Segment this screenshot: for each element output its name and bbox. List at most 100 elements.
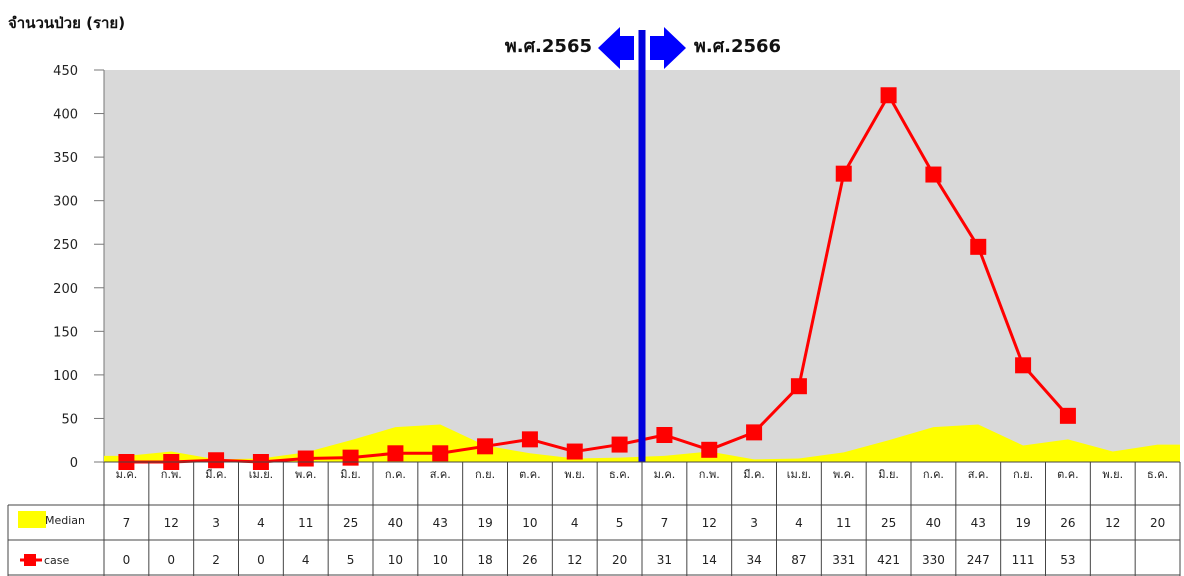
case-value-15: 87 — [791, 553, 806, 567]
median-value-3: 4 — [257, 516, 265, 530]
y-tick-50: 50 — [61, 412, 78, 427]
case-marker-21 — [1059, 407, 1076, 424]
case-marker-2 — [208, 452, 225, 469]
case-series — [118, 87, 1076, 470]
median-value-14: 3 — [750, 516, 758, 530]
case-marker-6 — [387, 445, 404, 462]
median-area — [104, 424, 1180, 462]
case-value-12: 31 — [657, 553, 672, 567]
year-divider: พ.ศ.2565 พ.ศ.2566 — [505, 27, 781, 462]
case-line — [126, 93, 1070, 464]
case-marker-7 — [432, 445, 449, 462]
category-label-9: ต.ค. — [519, 468, 541, 481]
category-label-8: ก.ย. — [475, 468, 495, 481]
case-value-20: 111 — [1012, 553, 1035, 567]
median-value-9: 10 — [522, 516, 537, 530]
category-label-4: พ.ค. — [295, 468, 317, 481]
case-value-6: 10 — [388, 553, 403, 567]
category-label-19: ส.ค. — [968, 468, 989, 481]
category-label-12: ม.ค. — [654, 468, 676, 481]
y-axis-ticks: 0 50 100 150 200 250 300 350 400 450 — [53, 64, 105, 471]
case-marker-4 — [297, 450, 314, 467]
median-value-12: 7 — [661, 516, 669, 530]
category-label-16: พ.ค. — [833, 468, 855, 481]
median-value-4: 11 — [298, 516, 313, 530]
case-value-9: 26 — [522, 553, 537, 567]
median-value-0: 7 — [123, 516, 131, 530]
median-value-13: 12 — [702, 516, 717, 530]
case-value-4: 4 — [302, 553, 310, 567]
case-value-16: 331 — [832, 553, 855, 567]
case-marker-5 — [342, 449, 359, 466]
median-legend-swatch — [18, 511, 46, 528]
category-label-0: ม.ค. — [116, 468, 138, 481]
case-legend-marker — [24, 554, 36, 566]
case-row: case — [20, 554, 70, 567]
y-tick-0: 0 — [70, 456, 78, 471]
category-label-23: ธ.ค. — [1147, 468, 1168, 481]
case-value-0: 0 — [123, 553, 131, 567]
category-label-7: ส.ค. — [430, 468, 451, 481]
case-value-5: 5 — [347, 553, 355, 567]
median-value-8: 19 — [477, 516, 492, 530]
category-labels: ม.ค. ก.พ. มี.ค. เม.ย. พ.ค. มิ.ย. ก.ค. ส.ค. ก.ย. ต… — [116, 468, 1169, 481]
category-label-14: มี.ค. — [743, 468, 765, 481]
median-series — [104, 424, 1180, 462]
y-tick-150: 150 — [53, 325, 78, 340]
category-label-1: ก.พ. — [161, 468, 182, 481]
case-marker-10 — [566, 443, 583, 460]
case-value-10: 12 — [567, 553, 582, 567]
median-value-7: 43 — [433, 516, 448, 530]
case-value-19: 247 — [967, 553, 990, 567]
median-value-18: 40 — [926, 516, 941, 530]
median-value-19: 43 — [971, 516, 986, 530]
case-value-8: 18 — [477, 553, 492, 567]
median-value-6: 40 — [388, 516, 403, 530]
y-tick-350: 350 — [53, 151, 78, 166]
category-label-5: มิ.ย. — [340, 468, 361, 481]
case-value-2: 2 — [212, 553, 220, 567]
year-label-2566: พ.ศ.2566 — [694, 36, 781, 57]
category-label-22: พ.ย. — [1102, 468, 1123, 481]
case-value-1: 0 — [167, 553, 175, 567]
median-value-23: 20 — [1150, 516, 1165, 530]
case-value-7: 10 — [433, 553, 448, 567]
category-label-11: ธ.ค. — [609, 468, 630, 481]
case-marker-15 — [790, 378, 807, 395]
category-label-20: ก.ย. — [1013, 468, 1033, 481]
case-marker-19 — [970, 238, 987, 255]
case-marker-9 — [521, 431, 538, 448]
y-tick-200: 200 — [53, 282, 78, 297]
y-tick-100: 100 — [53, 369, 78, 384]
y-tick-450: 450 — [53, 64, 78, 79]
year-label-2565: พ.ศ.2565 — [505, 36, 592, 57]
data-table-grid — [7, 461, 1181, 576]
y-tick-400: 400 — [53, 108, 78, 123]
arrow-left-icon — [598, 27, 634, 69]
case-value-17: 421 — [877, 553, 900, 567]
median-value-15: 4 — [795, 516, 803, 530]
case-value-18: 330 — [922, 553, 945, 567]
case-marker-13 — [701, 441, 718, 458]
category-label-10: พ.ย. — [564, 468, 585, 481]
median-value-5: 25 — [343, 516, 358, 530]
case-value-14: 34 — [746, 553, 761, 567]
category-label-15: เม.ย. — [787, 468, 811, 481]
case-marker-12 — [656, 426, 673, 443]
category-label-17: มิ.ย. — [878, 468, 899, 481]
case-marker-18 — [925, 166, 942, 183]
category-label-21: ต.ค. — [1057, 468, 1079, 481]
y-tick-250: 250 — [53, 238, 78, 253]
case-marker-11 — [611, 436, 628, 453]
case-value-3: 0 — [257, 553, 265, 567]
median-value-17: 25 — [881, 516, 896, 530]
arrow-right-icon — [650, 27, 686, 69]
median-value-10: 4 — [571, 516, 579, 530]
data-table: ม.ค. ก.พ. มี.ค. เม.ย. พ.ค. มิ.ย. ก.ค. ส.ค. ก.ย. ต… — [7, 461, 1181, 576]
median-legend-label: Median — [45, 514, 85, 527]
median-row: Median — [18, 511, 85, 528]
case-marker-14 — [746, 424, 763, 441]
median-value-20: 19 — [1015, 516, 1030, 530]
median-value-22: 12 — [1105, 516, 1120, 530]
